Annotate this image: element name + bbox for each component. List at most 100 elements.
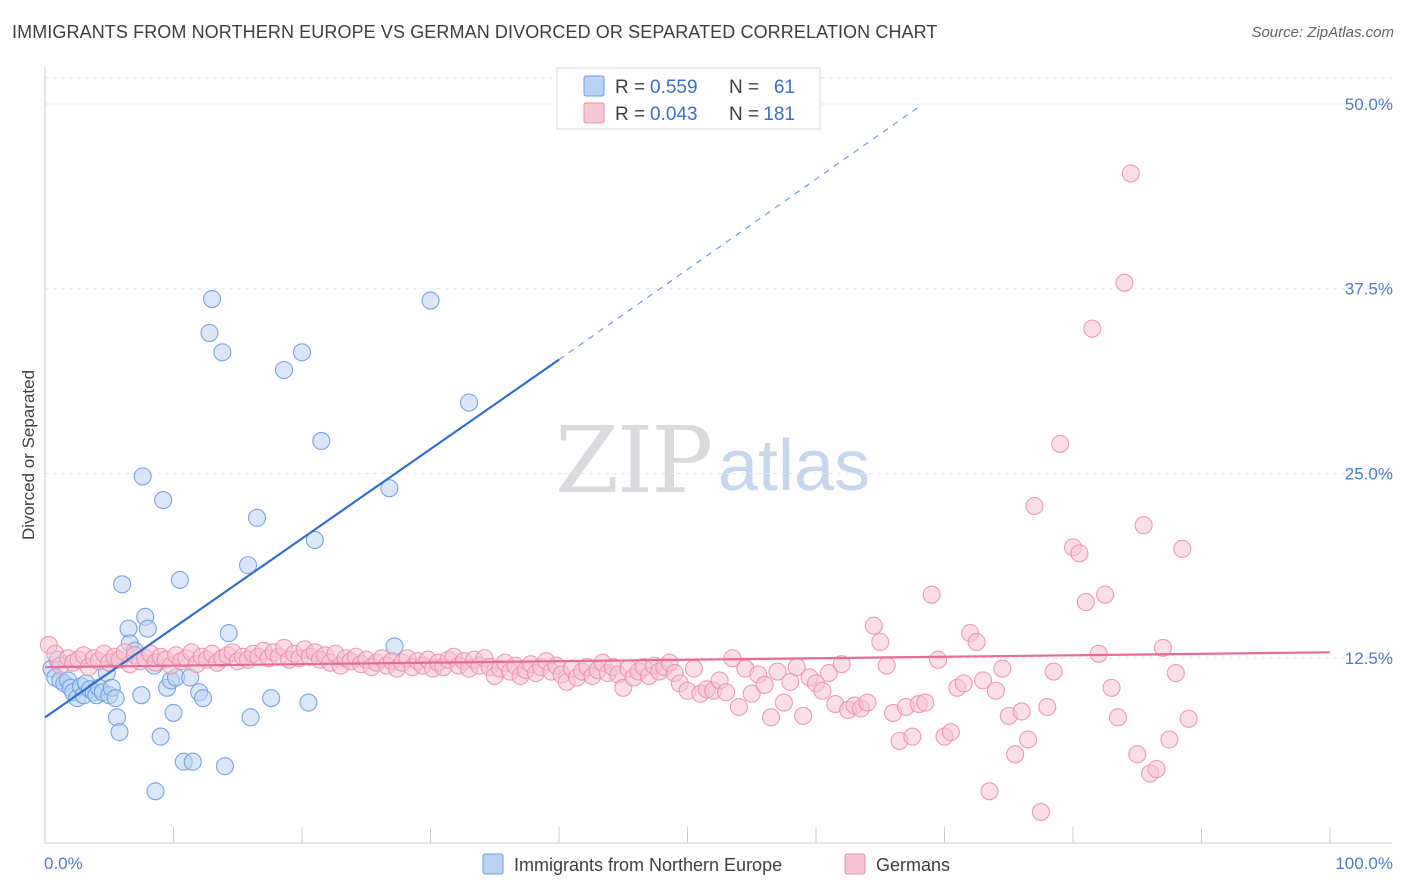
watermark: ZIP atlas xyxy=(555,407,870,514)
legend-n-value-immigrants: 61 xyxy=(774,77,795,98)
point-immigrants xyxy=(154,491,173,510)
point-immigrants xyxy=(292,343,312,362)
point-germans xyxy=(774,693,793,712)
point-germans xyxy=(832,655,851,674)
bottom-legend-swatch-germans xyxy=(844,853,866,875)
point-immigrants xyxy=(312,431,331,451)
point-germans xyxy=(1121,164,1140,183)
point-immigrants xyxy=(262,689,281,708)
point-germans xyxy=(1070,544,1089,563)
point-germans xyxy=(1096,585,1115,604)
y-tick-label: 12.5% xyxy=(1345,649,1393,668)
point-germans xyxy=(1051,434,1070,453)
point-germans xyxy=(1018,730,1038,749)
point-immigrants xyxy=(183,752,202,771)
point-immigrants xyxy=(219,624,238,643)
point-germans xyxy=(1166,663,1185,683)
trend-lines xyxy=(44,106,1331,719)
point-immigrants xyxy=(151,727,170,746)
watermark-zip: ZIP xyxy=(555,407,711,514)
trend-line-germans xyxy=(44,651,1331,669)
point-immigrants xyxy=(305,530,324,550)
bottom-legend-label-germans: Germans xyxy=(876,855,950,875)
point-germans xyxy=(768,662,787,681)
point-germans xyxy=(1153,638,1172,657)
point-germans xyxy=(1006,745,1025,764)
point-immigrants xyxy=(133,467,152,486)
point-immigrants xyxy=(146,782,165,801)
point-germans xyxy=(967,632,986,652)
point-germans xyxy=(954,674,973,693)
point-germans xyxy=(1025,496,1044,516)
legend: R = 0.559 N = 61 R = 0.043 N = 181 xyxy=(556,67,821,130)
point-germans xyxy=(941,723,960,742)
chart-title: IMMIGRANTS FROM NORTHERN EUROPE VS GERMA… xyxy=(12,22,938,42)
watermark-atlas: atlas xyxy=(718,426,870,506)
point-immigrants xyxy=(238,556,258,575)
legend-r-value-immigrants: 0.559 xyxy=(650,77,698,98)
point-germans xyxy=(742,684,761,703)
point-germans xyxy=(858,693,877,712)
y-tick-label: 37.5% xyxy=(1345,280,1393,299)
point-germans xyxy=(761,708,781,727)
point-germans xyxy=(871,632,890,652)
point-germans xyxy=(993,659,1012,678)
y-axis-label: Divorced or Separated xyxy=(19,370,38,540)
point-germans xyxy=(1134,516,1153,535)
point-germans xyxy=(1128,745,1147,764)
point-germans xyxy=(864,616,883,635)
bottom-legend-label-immigrants: Immigrants from Northern Europe xyxy=(514,855,782,875)
point-germans xyxy=(986,681,1005,700)
point-germans xyxy=(755,675,774,694)
point-immigrants xyxy=(274,360,294,380)
point-immigrants xyxy=(110,723,129,742)
point-germans xyxy=(1044,662,1063,681)
y-tick-label: 50.0% xyxy=(1345,95,1393,114)
axes xyxy=(44,67,1392,844)
point-germans xyxy=(1179,709,1198,728)
point-germans xyxy=(1076,593,1095,612)
data-points xyxy=(39,164,1198,822)
x-tick-labels: 0.0% 100.0% xyxy=(44,854,1393,873)
legend-n-value-germans: 181 xyxy=(763,104,795,125)
point-germans xyxy=(973,671,993,690)
trend-line-immigrants-extrapolated xyxy=(558,106,920,361)
point-immigrants xyxy=(200,324,219,343)
legend-r-label: R = xyxy=(615,104,645,125)
legend-r-label: R = xyxy=(615,77,645,98)
y-tick-labels: 12.5% 25.0% 37.5% 50.0% xyxy=(1345,95,1393,668)
point-immigrants xyxy=(107,708,127,727)
point-germans xyxy=(1108,708,1128,727)
point-immigrants xyxy=(106,689,125,708)
point-immigrants xyxy=(299,693,318,712)
legend-n-label: N = xyxy=(729,77,759,98)
point-germans xyxy=(819,663,838,683)
point-immigrants xyxy=(215,757,234,776)
point-immigrants xyxy=(203,290,222,309)
point-germans xyxy=(1012,702,1031,721)
point-germans xyxy=(729,697,748,717)
point-immigrants xyxy=(194,689,213,708)
point-immigrants xyxy=(380,479,399,498)
source-credit: Source: ZipAtlas.com xyxy=(1251,24,1394,41)
point-germans xyxy=(877,656,896,675)
legend-swatch-immigrants xyxy=(583,75,605,97)
point-germans xyxy=(980,782,999,801)
point-immigrants xyxy=(213,343,232,362)
bottom-legend: Immigrants from Northern Europe Germans xyxy=(482,853,950,875)
bottom-legend-swatch-immigrants xyxy=(482,853,504,875)
point-germans xyxy=(1160,730,1179,749)
point-germans xyxy=(684,659,703,678)
x-tick-label: 100.0% xyxy=(1335,854,1393,873)
point-immigrants xyxy=(241,708,260,727)
point-germans xyxy=(922,585,941,604)
point-immigrants xyxy=(247,508,267,527)
point-immigrants xyxy=(385,637,404,656)
point-germans xyxy=(1083,319,1102,338)
point-immigrants xyxy=(113,575,132,594)
point-germans xyxy=(716,683,736,702)
point-germans xyxy=(916,693,935,712)
point-germans xyxy=(1038,697,1057,717)
point-immigrants xyxy=(132,686,151,705)
